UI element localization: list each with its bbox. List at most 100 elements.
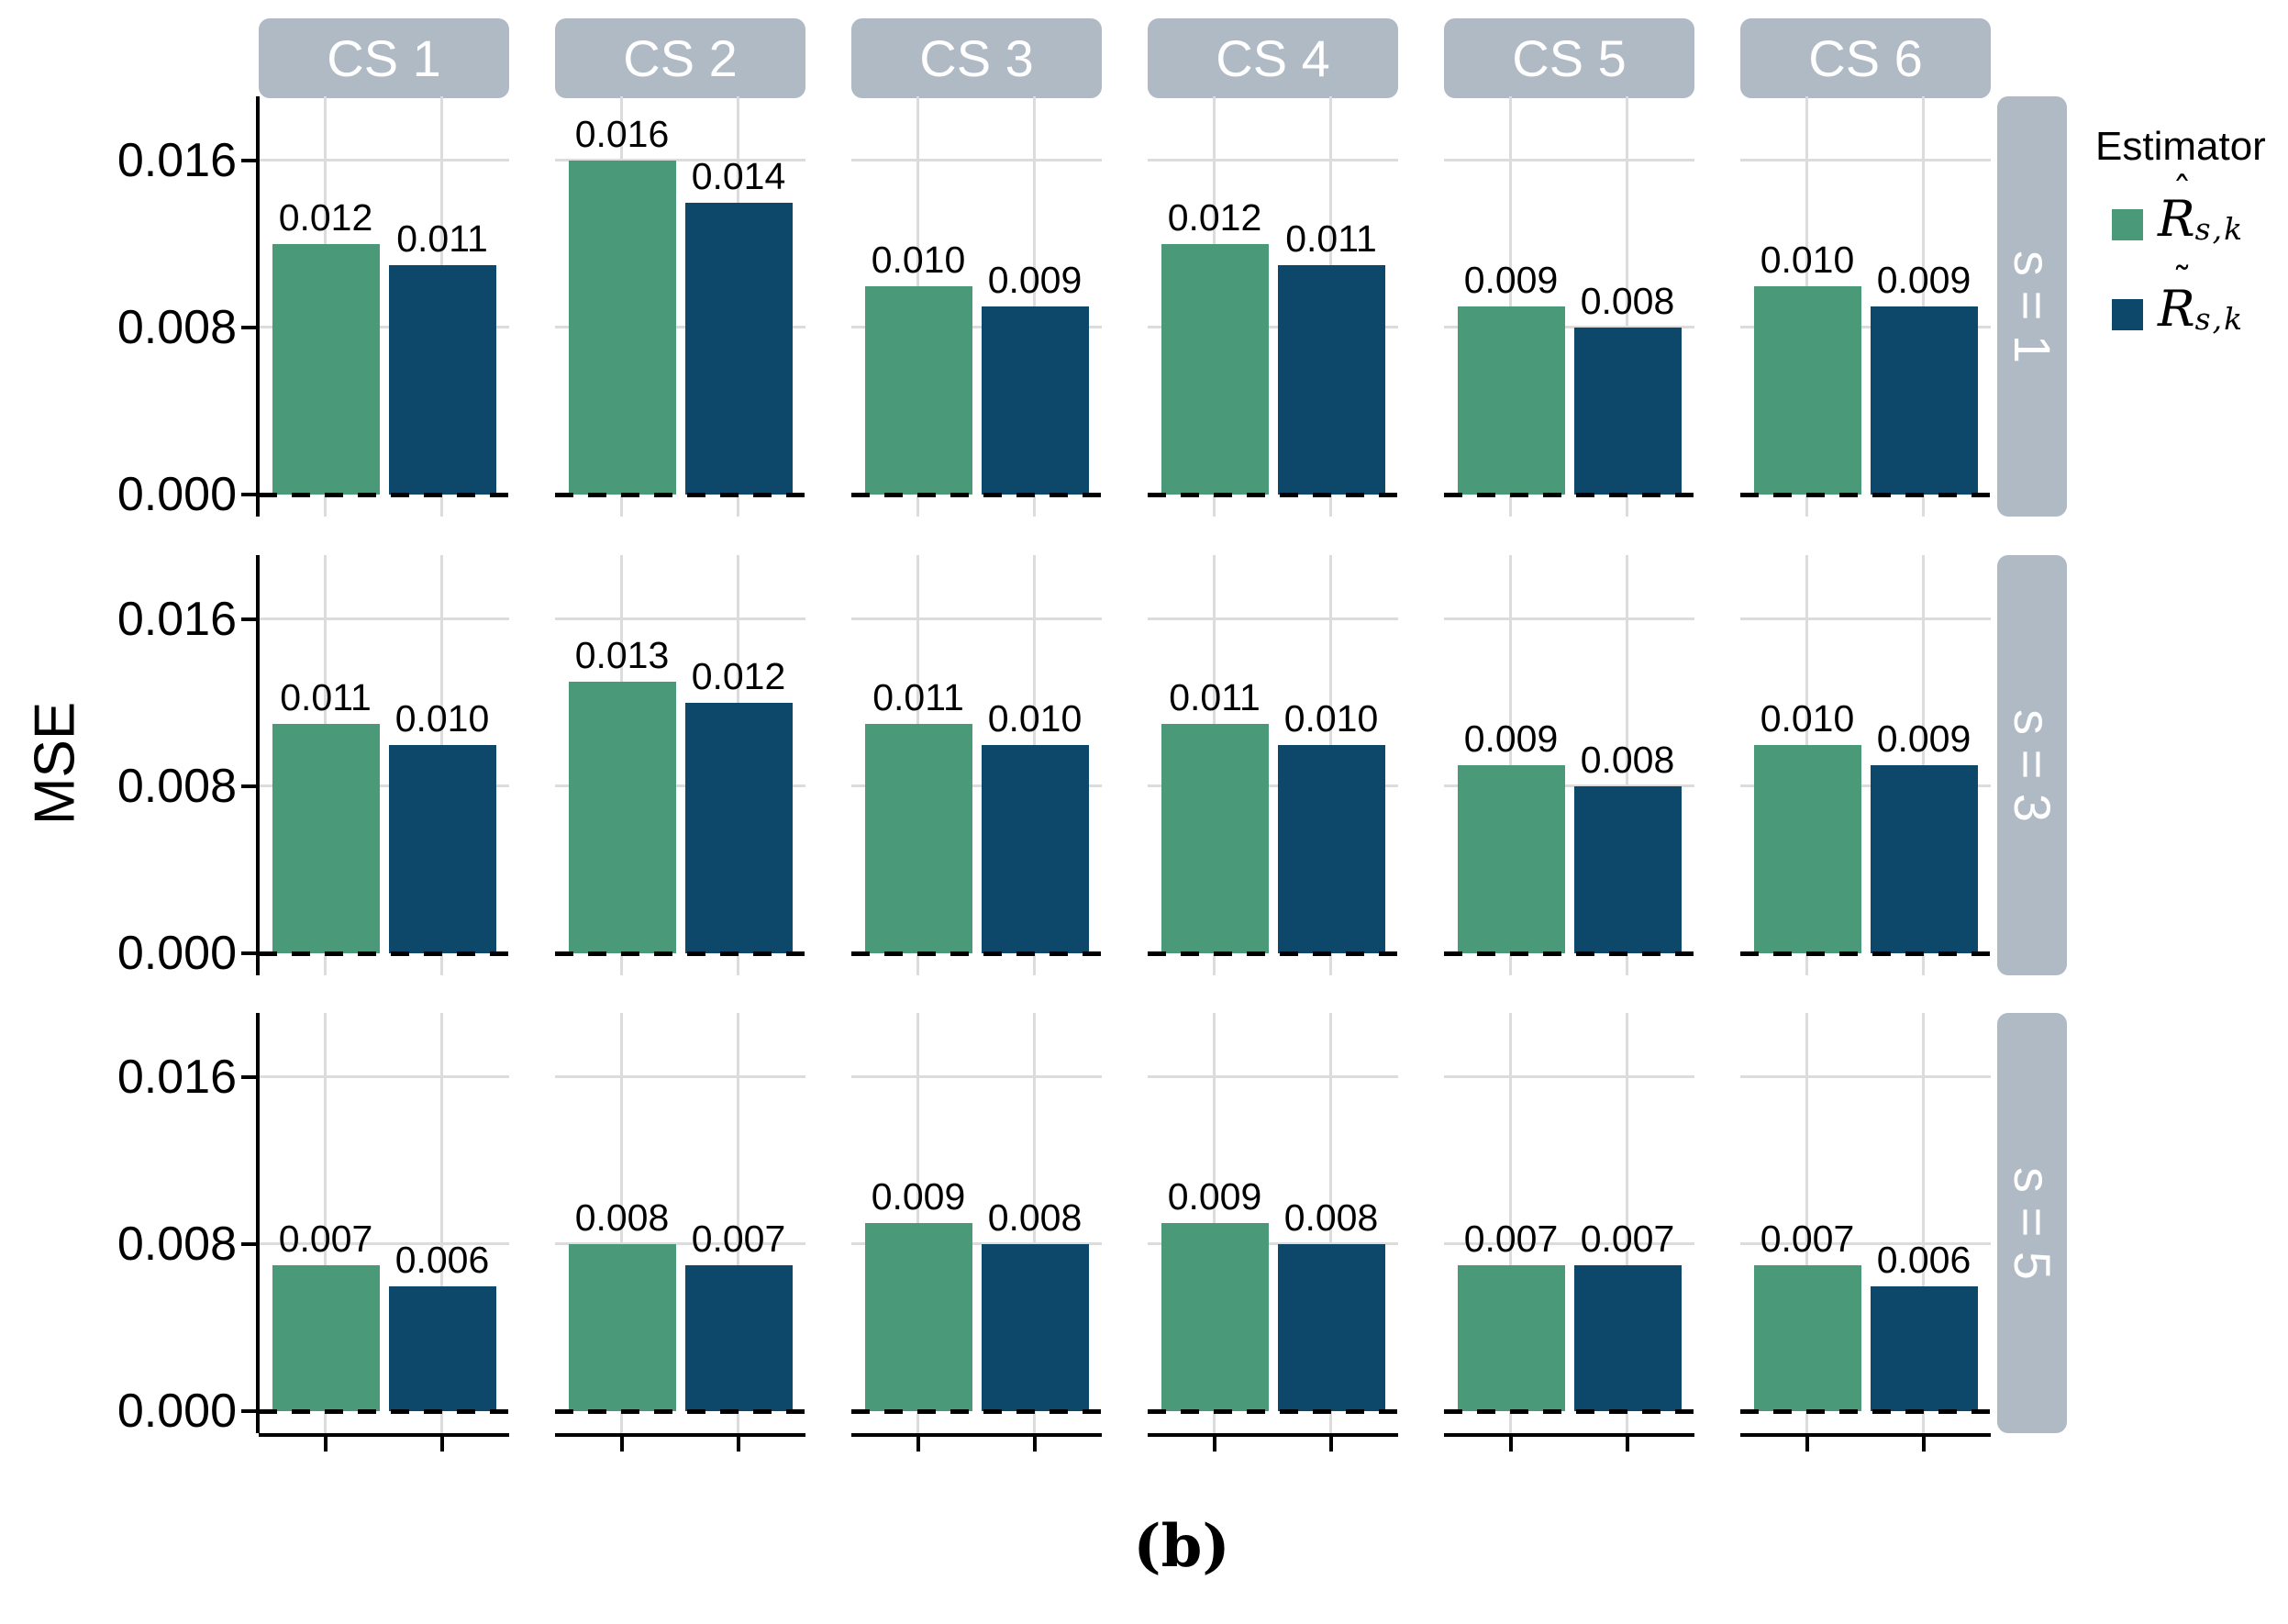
bar-value-label: 0.009 xyxy=(1876,717,1971,761)
y-gridline xyxy=(555,1075,805,1078)
bar xyxy=(1573,328,1682,495)
y-gridline xyxy=(1444,1242,1694,1245)
y-tick-label: 0.000 xyxy=(117,468,237,521)
column-facet-strip: CS 4 xyxy=(1148,18,1398,98)
y-gridline xyxy=(851,326,1102,328)
zero-reference-line xyxy=(1740,1409,1991,1414)
bar-value-label: 0.010 xyxy=(987,696,1083,740)
y-tick-mark xyxy=(241,159,256,162)
facet-panel: 0.010 0.009 xyxy=(851,96,1102,517)
row-facet-strip: s = 5 xyxy=(1997,1013,2067,1433)
bar xyxy=(1753,1264,1861,1411)
math-subscript: s,k xyxy=(2194,301,2245,338)
bar-value-label: 0.009 xyxy=(1876,259,1971,302)
math-accent: ˜ xyxy=(2172,259,2192,304)
bar-value-label: 0.016 xyxy=(574,113,670,155)
y-gridline xyxy=(851,784,1102,787)
y-gridline xyxy=(1740,784,1991,787)
y-gridline xyxy=(1740,1075,1991,1078)
bar xyxy=(1161,1223,1269,1411)
bar xyxy=(864,723,972,953)
bar-value-label: 0.006 xyxy=(1876,1238,1971,1281)
facet-panel: 0.011 0.010 xyxy=(1148,555,1398,975)
zero-reference-line xyxy=(851,493,1102,497)
bar xyxy=(388,264,496,495)
facet-panel: 0.009 0.008 xyxy=(1444,96,1694,517)
y-gridline xyxy=(851,617,1102,620)
row-facet-strip: s = 3 xyxy=(1997,555,2067,975)
bar xyxy=(684,1264,793,1411)
bar xyxy=(1457,765,1565,953)
y-gridline xyxy=(259,1242,509,1245)
x-tick-mark xyxy=(737,1437,740,1452)
y-tick-label: 0.016 xyxy=(117,1051,237,1104)
zero-reference-line xyxy=(259,493,509,497)
x-gridline xyxy=(324,1013,327,1433)
y-gridline xyxy=(1148,784,1398,787)
math-subscript: s,k xyxy=(2194,211,2245,248)
math-letter: R xyxy=(2158,280,2195,338)
facet-panel: 0.007 0.007 xyxy=(1444,1013,1694,1433)
y-gridline xyxy=(851,159,1102,161)
y-gridline xyxy=(259,159,509,161)
bar-value-label: 0.009 xyxy=(871,1175,966,1218)
y-gridline xyxy=(1148,1075,1398,1078)
y-tick-label: 0.016 xyxy=(117,134,237,187)
legend-entry-label: ˜ Rs,k xyxy=(2158,262,2245,338)
bar-value-label: 0.007 xyxy=(1463,1217,1559,1260)
zero-reference-line xyxy=(555,951,805,956)
bar xyxy=(568,682,676,953)
x-gridline xyxy=(1213,1013,1216,1433)
zero-reference-line xyxy=(851,951,1102,956)
y-gridline xyxy=(1444,784,1694,787)
legend-entry-label: ˆ Rs,k xyxy=(2158,172,2245,248)
bar xyxy=(1277,744,1385,953)
bar-value-label: 0.007 xyxy=(691,1217,786,1260)
y-gridline xyxy=(1148,617,1398,620)
bar xyxy=(1573,1264,1682,1411)
bar-value-label: 0.008 xyxy=(987,1196,1083,1239)
bar-value-label: 0.011 xyxy=(1169,675,1261,718)
y-gridline xyxy=(1444,617,1694,620)
y-tick-mark xyxy=(241,1409,256,1413)
facet-panel: 0.012 0.011 xyxy=(1148,96,1398,517)
y-gridline xyxy=(851,1242,1102,1245)
bar-value-label: 0.009 xyxy=(987,259,1083,302)
bar xyxy=(272,723,380,953)
zero-reference-line xyxy=(1148,1409,1398,1414)
x-axis-line xyxy=(1444,1433,1694,1437)
math-accent: ˆ xyxy=(2172,169,2192,214)
y-tick-mark xyxy=(241,784,256,788)
y-gridline xyxy=(1148,159,1398,161)
facet-panel: 0.009 0.008 xyxy=(1444,555,1694,975)
y-tick-mark xyxy=(241,493,256,496)
x-axis-line xyxy=(1148,1433,1398,1437)
y-gridline xyxy=(555,784,805,787)
bar-value-label: 0.009 xyxy=(1167,1175,1262,1218)
bar-value-label: 0.008 xyxy=(1580,280,1675,322)
column-facet-label: CS 6 xyxy=(1808,29,1923,87)
bar xyxy=(1870,765,1978,953)
bar xyxy=(864,285,972,495)
legend-title: Estimator xyxy=(2095,124,2266,169)
column-facet-strip: CS 1 xyxy=(259,18,509,98)
x-tick-mark xyxy=(1509,1437,1513,1452)
zero-reference-line xyxy=(555,1409,805,1414)
zero-reference-line xyxy=(1148,493,1398,497)
bar-value-label: 0.007 xyxy=(278,1217,373,1260)
bar-value-label: 0.011 xyxy=(396,217,488,260)
bar-value-label: 0.010 xyxy=(1760,696,1855,740)
y-gridline xyxy=(1740,326,1991,328)
bar-value-label: 0.011 xyxy=(280,675,372,718)
y-tick-label: 0.008 xyxy=(117,301,237,354)
x-gridline xyxy=(1509,96,1512,517)
facet-panel: 0.011 0.010 xyxy=(851,555,1102,975)
x-gridline xyxy=(1922,96,1925,517)
bar xyxy=(1753,744,1861,953)
bar xyxy=(1870,306,1978,495)
facet-panel: 0.007 0.006 xyxy=(1740,1013,1991,1433)
x-gridline xyxy=(1805,1013,1808,1433)
bar-value-label: 0.009 xyxy=(1463,717,1559,761)
bar-value-label: 0.006 xyxy=(394,1238,490,1281)
